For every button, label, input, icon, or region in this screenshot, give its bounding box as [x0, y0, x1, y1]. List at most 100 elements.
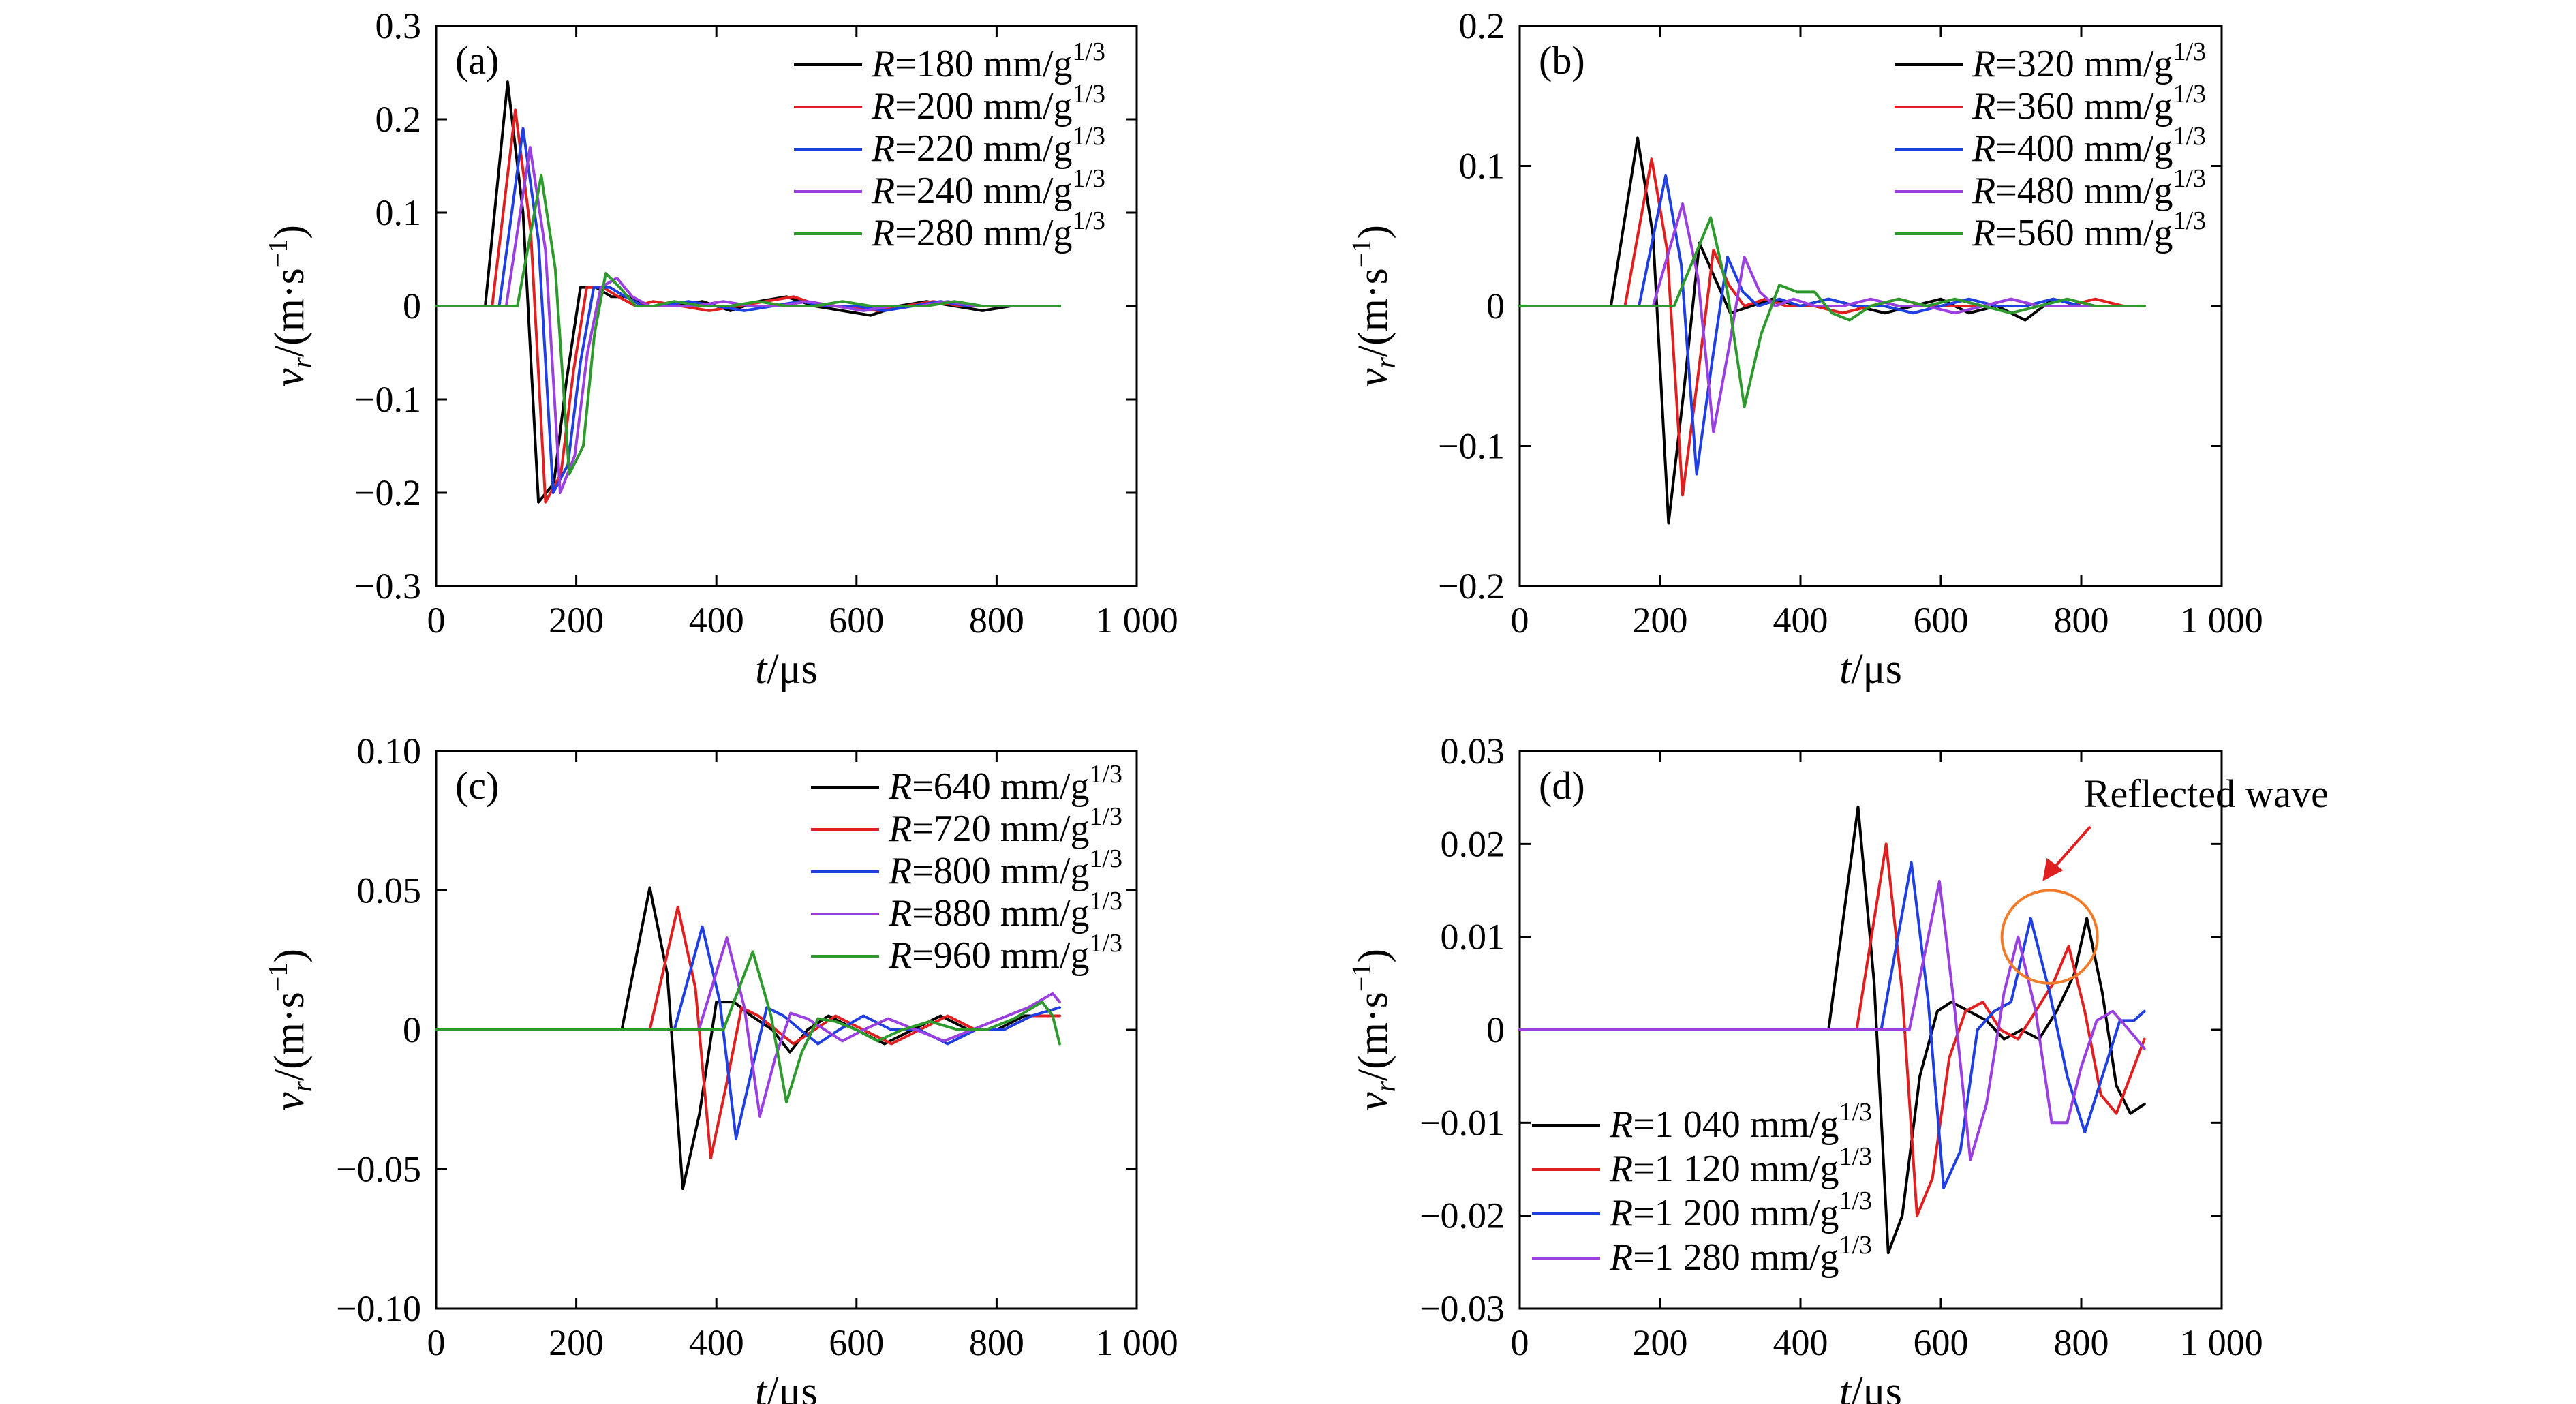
chart-panel-d: 0 200 400 600 800 1 000 −0.03 −0.02 −0.01 0 0.01 0.…: [1346, 731, 2329, 1404]
legend-entry: R=180 mm/g1/3: [871, 37, 1105, 85]
chart-panel-b: 0 200 400 600 800 1 000 −0.2 −0.1 0 0.1 0.2 (b) t/μs…: [1346, 5, 2263, 692]
legend-entry: R=1 120 mm/g1/3: [1609, 1142, 1872, 1190]
y-tick-label: −0.2: [354, 472, 421, 513]
series-line-2: [435, 906, 1061, 1160]
legend-entry: R=880 mm/g1/3: [888, 887, 1122, 934]
x-tick-label: 600: [1914, 600, 1969, 641]
panel-label: (c): [455, 763, 499, 808]
legend: R=1 040 mm/g1/3R=1 120 mm/g1/3R=1 200 mm…: [1532, 1098, 1872, 1279]
legend-entry: R=560 mm/g1/3: [1972, 207, 2206, 254]
x-tick-label: 800: [2054, 600, 2109, 641]
x-tick-label: 1 000: [1095, 600, 1178, 641]
x-tick-label: 1 000: [2180, 600, 2263, 641]
x-axis-title: t/μs: [1839, 646, 1902, 692]
series-line-2: [1518, 842, 2146, 1217]
y-tick-label: 0: [1486, 1009, 1505, 1050]
y-tick-label: 0.03: [1441, 731, 1505, 772]
legend-entry: R=220 mm/g1/3: [871, 122, 1105, 170]
x-tick-label: 600: [829, 600, 884, 641]
series-line-5: [435, 174, 1061, 476]
legend-entry: R=800 mm/g1/3: [888, 844, 1122, 892]
series-line-4: [435, 936, 1061, 1118]
x-tick-label: 400: [689, 1322, 744, 1363]
annotation-text: Reflected wave: [2084, 772, 2329, 816]
panel-label: (b): [1539, 38, 1585, 82]
series-line-5: [1518, 216, 2146, 408]
y-axis-title: vr/(m·s−1): [1346, 225, 1402, 387]
legend-entry: R=720 mm/g1/3: [888, 802, 1122, 850]
x-axis-title: t/μs: [755, 1369, 818, 1404]
x-tick-label: 1 000: [1095, 1322, 1178, 1363]
y-tick-label: −0.2: [1438, 566, 1505, 607]
legend-entry: R=640 mm/g1/3: [888, 760, 1122, 808]
annotation-arrow-head: [2042, 857, 2064, 881]
y-tick-label: −0.1: [1438, 426, 1505, 467]
x-tick-label: 0: [427, 1322, 446, 1363]
legend-entry: R=400 mm/g1/3: [1972, 122, 2206, 170]
y-tick-label: 0.3: [375, 5, 422, 46]
series-line-4: [1518, 202, 2146, 433]
x-tick-label: 800: [969, 1322, 1024, 1363]
x-tick-label: 600: [1914, 1322, 1969, 1363]
y-tick-label: 0.02: [1441, 823, 1505, 864]
legend: R=320 mm/g1/3R=360 mm/g1/3R=400 mm/g1/3R…: [1895, 37, 2206, 254]
y-axis-title: vr/(m·s−1): [1346, 949, 1402, 1111]
legend-entry: R=200 mm/g1/3: [871, 80, 1105, 127]
legend: R=640 mm/g1/3R=720 mm/g1/3R=800 mm/g1/3R…: [811, 760, 1122, 977]
series-line-3: [1518, 861, 2146, 1189]
y-tick-label: 0.10: [357, 731, 422, 772]
legend-entry: R=1 280 mm/g1/3: [1609, 1231, 1872, 1279]
x-tick-label: 200: [549, 600, 604, 641]
chart-panel-c: 0 200 400 600 800 1 000 −0.10 −0.05 0 0.05 0.10 (c)…: [262, 731, 1178, 1404]
legend-entry: R=1 040 mm/g1/3: [1609, 1098, 1872, 1146]
x-tick-label: 0: [427, 600, 446, 641]
legend-entry: R=960 mm/g1/3: [888, 929, 1122, 977]
y-tick-label: 0.01: [1441, 917, 1505, 958]
x-tick-label: 1 000: [2180, 1322, 2263, 1363]
x-tick-label: 0: [1511, 1322, 1529, 1363]
y-tick-label: −0.03: [1420, 1288, 1505, 1329]
series-line-5: [435, 950, 1061, 1104]
x-tick-label: 800: [969, 600, 1024, 641]
x-tick-label: 600: [829, 1322, 884, 1363]
y-tick-label: 0.1: [1459, 146, 1505, 187]
x-tick-label: 800: [2054, 1322, 2109, 1363]
series-line-4: [1518, 879, 2146, 1161]
y-tick-label: −0.10: [336, 1288, 421, 1329]
x-tick-label: 200: [1633, 600, 1688, 641]
y-tick-label: −0.01: [1420, 1102, 1505, 1143]
legend-entry: R=480 mm/g1/3: [1972, 164, 2206, 212]
y-tick-label: −0.02: [1420, 1195, 1505, 1236]
y-tick-label: 0.2: [375, 99, 422, 140]
legend-entry: R=360 mm/g1/3: [1972, 80, 2206, 127]
x-tick-label: 400: [1773, 1322, 1828, 1363]
x-tick-label: 400: [1773, 600, 1828, 641]
legend-entry: R=280 mm/g1/3: [871, 207, 1105, 254]
y-axis-title: vr/(m·s−1): [262, 949, 318, 1111]
legend-entry: R=240 mm/g1/3: [871, 164, 1105, 212]
legend-entry: R=1 200 mm/g1/3: [1609, 1187, 1872, 1234]
y-tick-label: 0: [403, 286, 421, 326]
y-tick-label: 0.2: [1459, 5, 1505, 46]
chart-panel-a: 0 200 400 600 800 1 000 −0.3 −0.2 −0.1 0 0.1 0.2 0.3…: [262, 5, 1178, 692]
x-axis-title: t/μs: [755, 646, 818, 692]
y-tick-label: −0.05: [336, 1149, 421, 1190]
reflected-wave-ellipse: [2000, 889, 2099, 985]
y-tick-label: −0.3: [354, 566, 421, 607]
y-tick-label: 0.1: [375, 192, 422, 233]
x-tick-label: 400: [689, 600, 744, 641]
y-axis-title: vr/(m·s−1): [262, 225, 318, 387]
y-tick-label: −0.1: [354, 379, 421, 420]
x-tick-label: 200: [1633, 1322, 1688, 1363]
legend-entry: R=320 mm/g1/3: [1972, 37, 2206, 85]
y-tick-label: 0.05: [357, 870, 422, 911]
legend: R=180 mm/g1/3R=200 mm/g1/3R=220 mm/g1/3R…: [794, 37, 1105, 254]
y-tick-label: 0: [403, 1009, 421, 1050]
x-tick-label: 0: [1511, 600, 1529, 641]
x-axis-title: t/μs: [1839, 1369, 1902, 1404]
x-tick-label: 200: [549, 1322, 604, 1363]
panel-label: (d): [1539, 763, 1585, 808]
panel-label: (a): [455, 38, 499, 82]
y-tick-label: 0: [1486, 286, 1505, 326]
